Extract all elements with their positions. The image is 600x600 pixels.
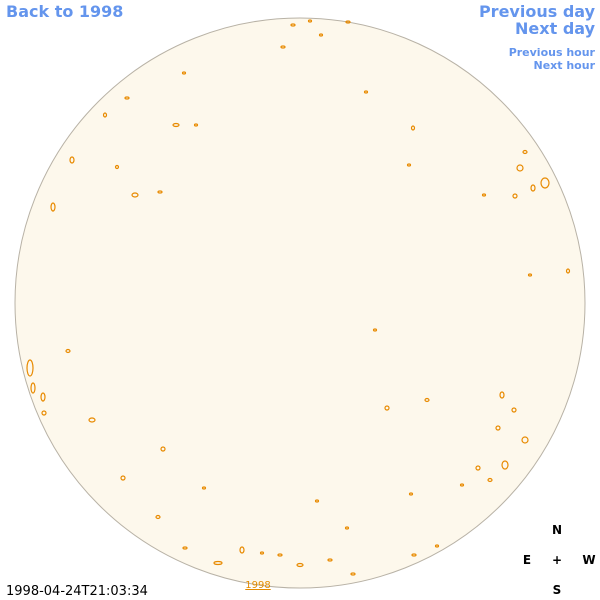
previous-hour-link[interactable]: Previous hour — [509, 46, 596, 59]
next-day-link[interactable]: Next day — [515, 19, 596, 38]
next-hour-link[interactable]: Next hour — [534, 59, 596, 72]
magnetic-contours — [26, 19, 571, 576]
compass-center: + — [552, 553, 562, 567]
compass-west: W — [582, 553, 595, 567]
compass-north: N — [552, 523, 562, 537]
back-link[interactable]: Back to 1998 — [6, 2, 123, 21]
solar-disk — [14, 17, 586, 589]
year-link[interactable]: 1998 — [245, 580, 270, 591]
previous-day-link[interactable]: Previous day — [479, 2, 596, 21]
compass-south: S — [553, 583, 562, 597]
compass-east: E — [523, 553, 531, 567]
timestamp: 1998-04-24T21:03:34 — [6, 584, 148, 599]
